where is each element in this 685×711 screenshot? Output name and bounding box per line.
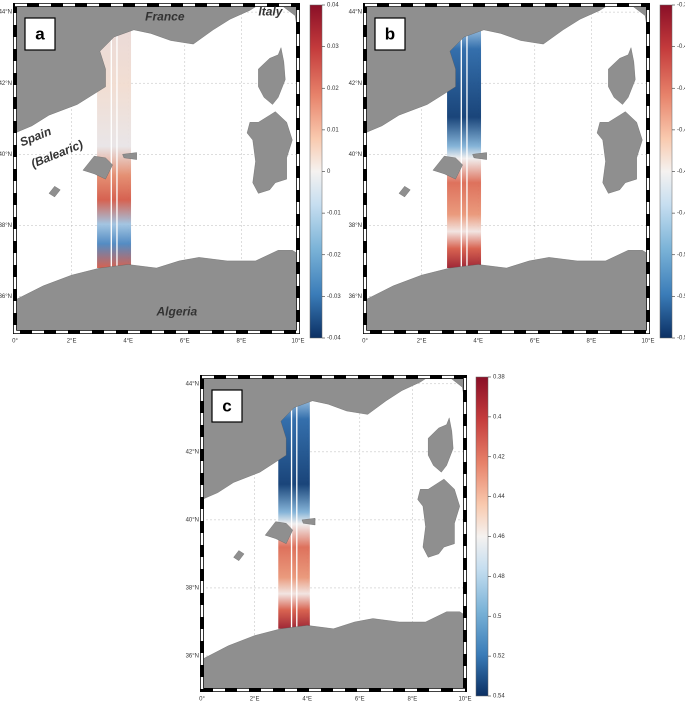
- colorbar-tick-label: -0.4: [677, 44, 685, 50]
- lon-tick-label: 10°E: [458, 697, 471, 703]
- lat-tick-label: 38°N: [0, 223, 12, 229]
- colorbar-tick-label: 0.54: [493, 694, 505, 700]
- place-label: Algeria: [156, 305, 198, 319]
- lon-tick-label: 0°: [199, 697, 205, 703]
- lat-tick-label: 40°N: [349, 152, 362, 158]
- lon-tick-label: 6°E: [530, 339, 540, 345]
- lat-tick-label: 44°N: [186, 381, 199, 387]
- lat-tick-label: 42°N: [186, 449, 199, 455]
- colorbar-tick-label: -0.42: [677, 86, 685, 92]
- lat-tick-label: 44°N: [0, 10, 12, 16]
- colorbar-tick-label: -0.52: [677, 294, 685, 300]
- colorbar-tick-label: 0.48: [493, 574, 505, 580]
- lat-tick-label: 42°N: [349, 81, 362, 87]
- colorbar-tick-label: 0.52: [493, 654, 505, 660]
- lon-tick-label: 4°E: [302, 697, 312, 703]
- colorbar: [309, 4, 323, 339]
- colorbar-tick-label: 0.03: [327, 44, 339, 50]
- lon-tick-label: 2°E: [250, 697, 260, 703]
- map-panel: 0° 2°E 4°E 6°E 8°E 10°E 36°N 38°N 40°N 42°N 44°N b -…: [349, 3, 685, 345]
- swath-gap: [290, 395, 293, 629]
- map-panel: 0° 2°E 4°E 6°E 8°E 10°E 36°N 38°N 40°N 42°N 44°N Fr…: [0, 3, 341, 345]
- frame-dash: [13, 3, 300, 334]
- colorbar-tick-label: -0.02: [327, 252, 341, 258]
- swath-gap: [296, 395, 298, 629]
- frame-dash: [200, 375, 467, 692]
- lat-tick-label: 38°N: [186, 586, 199, 592]
- colorbar-tick-label: -0.54: [677, 336, 685, 342]
- colorbar: [475, 376, 489, 697]
- panel-label: a: [35, 24, 45, 43]
- panel-label-box: [24, 17, 56, 51]
- colorbar-tick-label: -0.5: [677, 252, 685, 258]
- colorbar-tick-label: 0.02: [327, 86, 339, 92]
- panel-label-box: [211, 389, 243, 423]
- lat-tick-label: 36°N: [186, 654, 199, 660]
- colorbar-tick-label: -0.38: [677, 3, 685, 9]
- lat-tick-label: 42°N: [0, 81, 12, 87]
- colorbar-tick-label: -0.03: [327, 294, 341, 300]
- lon-tick-label: 4°E: [123, 339, 133, 345]
- lon-tick-label: 6°E: [180, 339, 190, 345]
- lon-tick-label: 0°: [362, 339, 368, 345]
- colorbar-tick-label: 0.42: [493, 454, 505, 460]
- lon-tick-label: 0°: [12, 339, 18, 345]
- lat-tick-label: 40°N: [0, 152, 12, 158]
- map-panel: 0° 2°E 4°E 6°E 8°E 10°E 36°N 38°N 40°N 42°N 44°N c 0…: [186, 375, 506, 703]
- colorbar-tick-label: 0.46: [493, 534, 505, 540]
- colorbar-tick-label: -0.46: [677, 169, 685, 175]
- lon-tick-label: 6°E: [355, 697, 365, 703]
- lon-tick-label: 10°E: [291, 339, 304, 345]
- lon-tick-label: 8°E: [587, 339, 597, 345]
- lon-tick-label: 2°E: [67, 339, 77, 345]
- frame-dash: [363, 3, 650, 334]
- colorbar-tick-label: 0.38: [493, 375, 505, 381]
- lat-tick-label: 38°N: [349, 223, 362, 229]
- colorbar-tick-label: 0.44: [493, 494, 505, 500]
- swath-gap: [460, 24, 462, 269]
- colorbar-tick-label: -0.01: [327, 211, 341, 217]
- place-label: Italy: [258, 4, 283, 18]
- colorbar-tick-label: 0.04: [327, 3, 339, 9]
- lat-tick-label: 40°N: [186, 517, 199, 523]
- colorbar-tick-label: 0.01: [327, 127, 339, 133]
- panel-label-box: [374, 17, 406, 51]
- colorbar-tick-label: -0.48: [677, 211, 685, 217]
- colorbar-tick-label: -0.44: [677, 127, 685, 133]
- colorbar-tick-label: -0.04: [327, 336, 341, 342]
- lat-tick-label: 36°N: [349, 294, 362, 300]
- lon-tick-label: 8°E: [237, 339, 247, 345]
- lat-tick-label: 36°N: [0, 294, 12, 300]
- swath-gap: [466, 24, 468, 269]
- lon-tick-label: 10°E: [641, 339, 654, 345]
- panel-label: b: [385, 24, 395, 43]
- place-label: France: [145, 10, 185, 24]
- panel-label: c: [222, 396, 231, 415]
- swath-gap: [116, 24, 118, 269]
- lon-tick-label: 4°E: [473, 339, 483, 345]
- lat-tick-label: 44°N: [349, 10, 362, 16]
- colorbar-tick-label: 0: [327, 169, 331, 175]
- swath-gap: [110, 24, 112, 269]
- colorbar: [659, 4, 673, 339]
- lon-tick-label: 2°E: [417, 339, 427, 345]
- colorbar-tick-label: 0.4: [493, 414, 502, 420]
- colorbar-tick-label: 0.5: [493, 614, 502, 620]
- lon-tick-label: 8°E: [408, 697, 418, 703]
